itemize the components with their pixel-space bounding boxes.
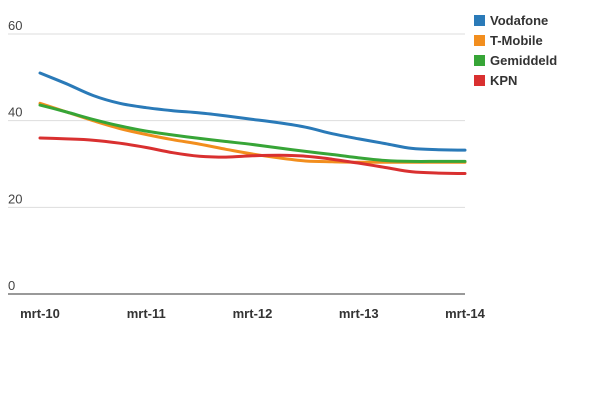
legend-swatch-kpn (474, 74, 485, 86)
x-tick-label: mrt-10 (20, 306, 60, 321)
x-tick-label: mrt-12 (233, 306, 273, 321)
grid-layer (8, 33, 465, 295)
x-tick-label: mrt-13 (339, 306, 379, 321)
legend-label-kpn: KPN (490, 72, 518, 88)
y-tick-label: 40 (8, 105, 22, 120)
y-axis-ticks: 0 20 40 60 (8, 18, 22, 293)
series-line-vodafone[interactable] (38, 71, 467, 152)
x-tick-label: mrt-14 (445, 306, 486, 321)
legend-item-kpn[interactable]: KPN (474, 70, 557, 90)
legend-swatch-gemiddeld (474, 54, 485, 66)
legend-label-gemiddeld: Gemiddeld (490, 52, 558, 68)
y-tick-label: 60 (8, 18, 22, 33)
legend-swatch-t-mobile (474, 34, 485, 46)
legend: Vodafone T-Mobile Gemiddeld KPN (474, 10, 557, 90)
legend-item-gemiddeld[interactable]: Gemiddeld (474, 50, 557, 70)
series-line-t-mobile[interactable] (38, 101, 467, 164)
x-tick-label: mrt-11 (127, 306, 166, 321)
y-tick-label: 20 (8, 191, 22, 206)
series-line-gemiddeld[interactable] (38, 103, 467, 163)
legend-label-vodafone: Vodafone (490, 12, 549, 28)
y-tick-label: 0 (8, 278, 15, 293)
legend-label-t-mobile: T-Mobile (490, 32, 543, 48)
legend-item-vodafone[interactable]: Vodafone (474, 10, 557, 30)
series-layer (38, 71, 467, 175)
series-line-kpn[interactable] (38, 136, 467, 175)
legend-swatch-vodafone (474, 14, 485, 26)
x-axis-ticks: mrt-10 mrt-11 mrt-12 mrt-13 mrt-14 (20, 306, 486, 321)
legend-item-t-mobile[interactable]: T-Mobile (474, 30, 557, 50)
